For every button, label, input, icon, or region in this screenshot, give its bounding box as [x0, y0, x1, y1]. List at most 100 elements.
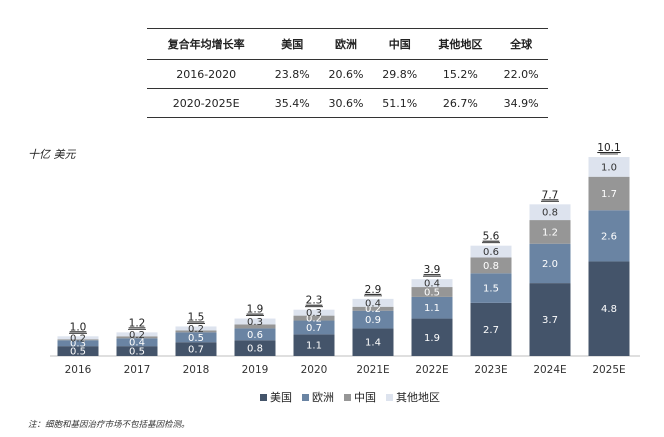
header-china: 中国	[388, 38, 411, 51]
china-cell: 51.1%	[382, 96, 418, 110]
legend-item-rest-of-world: 其他地区	[386, 389, 440, 405]
x-tick-label: 2024E	[533, 364, 566, 376]
table-header-row: 复合年均增长率 美国 欧洲 中国 其他地区 全球	[147, 28, 548, 60]
x-tick-label: 2025E	[592, 364, 625, 376]
segment-data-label: 0.5	[188, 333, 204, 344]
bar-segment	[588, 261, 630, 356]
bar-segment	[411, 296, 453, 319]
header-global: 全球	[510, 38, 533, 51]
segment-data-label: 0.6	[483, 247, 499, 258]
segment-data-label: 0.2	[70, 333, 86, 344]
bar-segment	[411, 287, 453, 297]
segment-data-label: 0.7	[306, 323, 322, 334]
legend-swatch-rest-of-world	[386, 393, 393, 401]
chart-legend: 美国 欧洲 中国 其他地区	[260, 389, 440, 405]
global-cell: 34.9%	[503, 96, 539, 110]
total-data-label: 2.3	[306, 295, 323, 307]
us-cell: 23.8%	[274, 67, 310, 81]
unit-label: 十亿 美元	[28, 148, 76, 161]
segment-data-label: 1.1	[306, 341, 322, 352]
segment-data-label: 0.2	[306, 314, 322, 325]
footnote: 注：细胞和基因治疗市场不包括基因检测。	[28, 420, 190, 430]
bar-segment	[588, 157, 630, 177]
total-data-label: 2.9	[365, 284, 382, 296]
global-cell: 22.0%	[503, 67, 539, 81]
segment-data-label: 0.6	[247, 330, 263, 341]
bar-segment	[57, 346, 99, 356]
legend-swatch-europe	[302, 393, 309, 401]
segment-data-label: 1.2	[542, 227, 558, 238]
segment-data-label: 1.9	[424, 333, 440, 344]
bar-segment	[116, 332, 158, 337]
header-cagr: 复合年均增长率	[167, 38, 245, 51]
header-rest-of-world: 其他地区	[438, 38, 483, 51]
total-data-label: 7.7	[542, 189, 559, 201]
bar-segment	[411, 279, 453, 288]
total-data-label: 1.0	[70, 321, 87, 333]
bar-segment	[411, 318, 453, 356]
header-europe: 欧洲	[334, 38, 357, 51]
x-tick-label: 2021E	[356, 364, 389, 376]
bar-segment	[234, 328, 276, 341]
segment-data-label: 0.4	[129, 338, 145, 349]
x-tick-label: 2019	[242, 364, 269, 376]
segment-data-label: 0.5	[129, 347, 145, 358]
bar-segment	[234, 340, 276, 356]
segment-data-label: 0.7	[188, 345, 204, 356]
x-tick-label: 2022E	[415, 364, 448, 376]
cagr-table: 复合年均增长率 美国 欧洲 中国 其他地区 全球 2016-2020 23.8%…	[147, 28, 548, 118]
legend-label-us: 美国	[270, 391, 292, 404]
table-row: 2020-2025E 35.4% 30.6% 51.1% 26.7% 34.9%	[147, 89, 548, 118]
legend-item-china: 中国	[344, 389, 376, 405]
europe-cell: 20.6%	[328, 67, 364, 81]
bar-segment	[529, 283, 571, 356]
bar-segment	[234, 324, 276, 329]
bar-segment	[234, 318, 276, 325]
legend-swatch-china	[344, 393, 351, 401]
segment-data-label: 2.6	[601, 231, 617, 242]
bar-segment	[352, 298, 394, 307]
total-data-label: 5.6	[483, 231, 500, 243]
segment-data-label: 0.3	[70, 339, 86, 350]
bar-segment	[352, 328, 394, 356]
header-us: 美国	[281, 38, 304, 51]
total-data-label: 3.9	[424, 264, 441, 276]
bar-segment	[175, 330, 217, 333]
legend-label-rest-of-world: 其他地区	[396, 391, 440, 404]
segment-data-label: 0.9	[365, 315, 381, 326]
legend-label-china: 中国	[354, 391, 376, 404]
bar-segment	[57, 339, 99, 341]
us-cell: 35.4%	[274, 96, 310, 110]
segment-data-label: 2.7	[483, 325, 499, 336]
bar-segment	[352, 310, 394, 329]
bar-segment	[470, 257, 512, 274]
segment-data-label: 3.7	[542, 315, 558, 326]
segment-data-label: 0.3	[247, 317, 263, 328]
total-data-label: 1.9	[247, 304, 264, 316]
bar-segment	[57, 336, 99, 340]
segment-data-label: 0.2	[129, 330, 145, 341]
x-tick-label: 2020	[301, 364, 328, 376]
segment-data-label: 2.0	[542, 259, 558, 270]
period-cell: 2020-2025E	[172, 96, 240, 110]
total-data-label: 1.5	[188, 311, 205, 323]
bar-segment	[116, 336, 158, 339]
x-tick-label: 2023E	[474, 364, 507, 376]
segment-data-label: 0.8	[542, 208, 558, 219]
segment-data-label: 1.4	[365, 338, 381, 349]
legend-item-europe: 欧洲	[302, 389, 334, 405]
china-cell: 29.8%	[382, 67, 418, 81]
bar-segment	[470, 273, 512, 303]
segment-data-label: 1.7	[601, 189, 617, 200]
bar-segment	[293, 320, 335, 335]
bar-segment	[588, 176, 630, 211]
segment-data-label: 0.4	[365, 298, 381, 309]
bar-segment	[293, 334, 335, 356]
table-row: 2016-2020 23.8% 20.6% 29.8% 15.2% 22.0%	[147, 60, 548, 89]
legend-item-us: 美国	[260, 389, 292, 405]
bar-segment	[293, 315, 335, 321]
rest-of-world-cell: 15.2%	[442, 67, 478, 81]
x-tick-label: 2017	[124, 364, 151, 376]
europe-cell: 30.6%	[328, 96, 364, 110]
